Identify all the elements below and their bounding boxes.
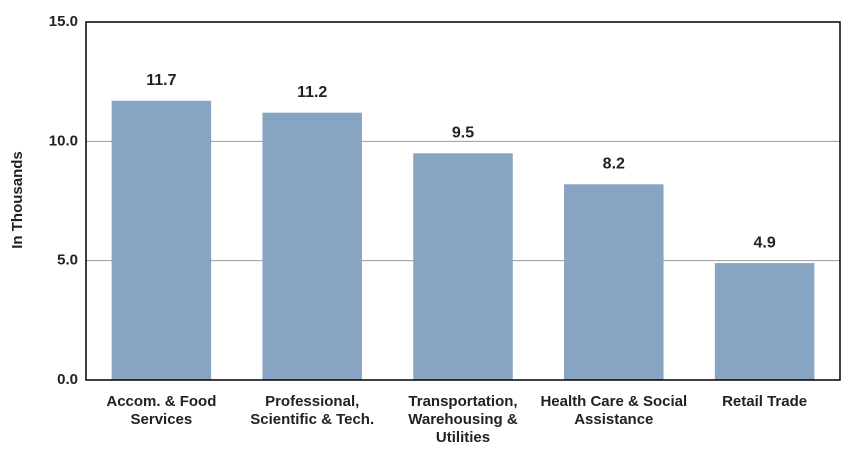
x-tick-label: Health Care & Social Assistance bbox=[540, 393, 688, 428]
bar bbox=[564, 184, 664, 380]
x-tick-label: Retail Trade bbox=[722, 393, 808, 410]
data-label: 8.2 bbox=[603, 156, 625, 173]
plot-frame bbox=[85, 21, 841, 381]
y-axis-label: In Thousands bbox=[9, 151, 26, 249]
x-tick-label: Professional, Scientific & Tech. bbox=[250, 393, 375, 428]
data-label: 9.5 bbox=[452, 124, 474, 141]
bar bbox=[262, 112, 362, 381]
bar bbox=[111, 100, 212, 380]
y-tick-label: 0.0 bbox=[57, 371, 78, 388]
y-tick-label: 5.0 bbox=[57, 252, 78, 269]
bar bbox=[714, 263, 815, 380]
bar bbox=[413, 153, 513, 380]
x-tick-label: Accom. & Food Services bbox=[106, 393, 217, 428]
data-label: 11.2 bbox=[297, 84, 327, 101]
y-tick-label: 10.0 bbox=[49, 132, 78, 149]
data-label: 11.7 bbox=[146, 72, 176, 89]
y-tick-label: 15.0 bbox=[49, 13, 78, 30]
data-label: 4.9 bbox=[753, 234, 775, 251]
x-tick-label: Transportation, Warehousing & Utilities bbox=[408, 393, 518, 446]
